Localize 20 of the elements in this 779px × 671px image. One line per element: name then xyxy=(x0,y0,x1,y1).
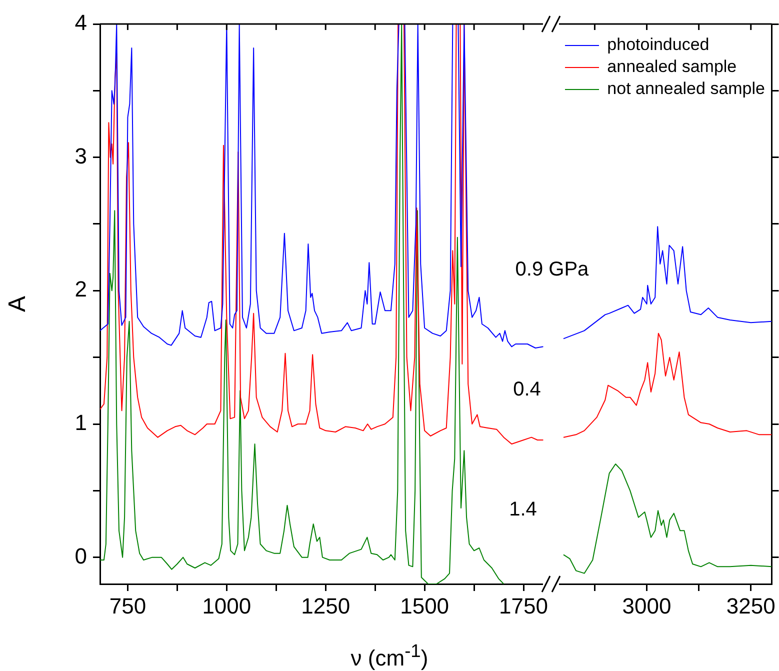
x-tick-label: 1750 xyxy=(499,593,548,618)
x-tick-label: 1500 xyxy=(400,593,450,618)
y-tick-label: 2 xyxy=(74,276,87,302)
x-tick-label: 3000 xyxy=(622,593,672,618)
y-tick-label: 3 xyxy=(74,143,87,168)
x-tick-label: 750 xyxy=(109,593,146,618)
x-tick-label: 3250 xyxy=(726,593,776,618)
x-axis-title: ν (cm$^{-1}$) xyxy=(350,640,430,671)
legend-label: annealed sample xyxy=(607,56,737,78)
annotation: 0.9 GPa xyxy=(515,258,589,282)
y-tick-label: 0 xyxy=(74,543,87,568)
annotation: 0.4 xyxy=(513,378,541,402)
y-tick-label: 4 xyxy=(74,10,87,36)
legend-label: photoinduced xyxy=(607,34,710,56)
legend-label: not annealed sample xyxy=(607,78,765,100)
y-axis-title: A xyxy=(4,296,32,312)
x-tick-label: 1250 xyxy=(301,593,350,618)
y-tick-label: 1 xyxy=(74,410,87,436)
annotation: 1.4 xyxy=(509,498,537,522)
x-tick-label: 1000 xyxy=(202,593,252,618)
